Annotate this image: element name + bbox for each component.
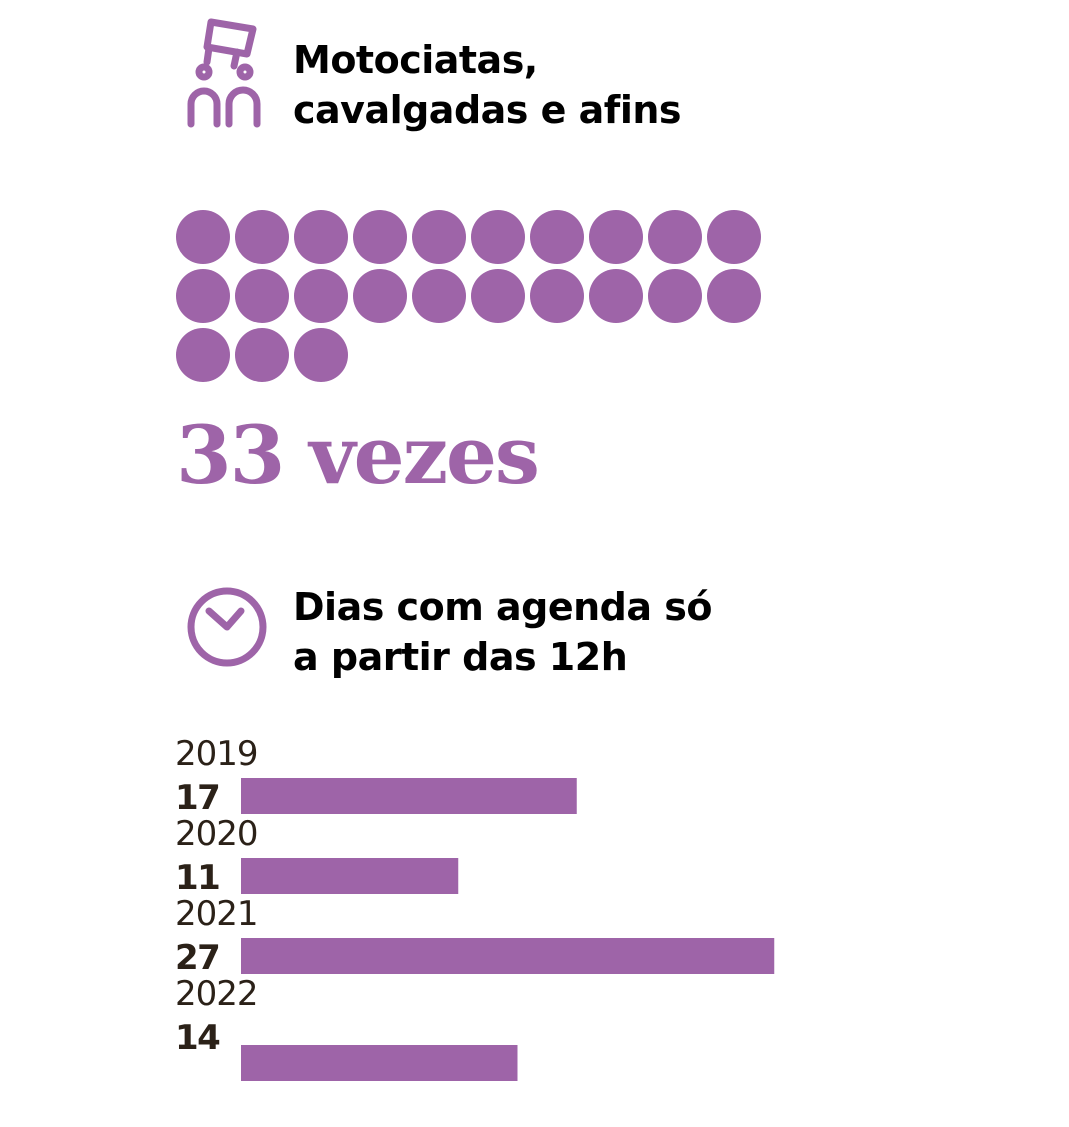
bar [241,778,577,814]
dot [294,328,348,382]
year-label: 2021 [175,894,258,934]
dot [412,210,466,264]
clock-icon [187,587,267,667]
motorcycle-rally-icon [187,18,261,128]
year-label: 2019 [175,734,258,774]
dot [471,269,525,323]
dot [707,210,761,264]
dot [589,269,643,323]
dot [235,328,289,382]
dot [471,210,525,264]
title-line-1: Motociatas, [293,38,538,82]
bar [241,858,459,894]
value-label: 17 [175,778,219,818]
dot [353,269,407,323]
title-line-2: a partir das 12h [293,635,628,679]
title-line-1: Dias com agenda só [293,585,712,629]
dot-grid [176,210,766,390]
dot [176,210,230,264]
dot [530,210,584,264]
dot [235,210,289,264]
dot [530,269,584,323]
dot [648,210,702,264]
year-label: 2022 [175,974,258,1014]
dot [707,269,761,323]
year-label: 2020 [175,814,258,854]
bar [241,938,775,974]
dot [589,210,643,264]
section-title-motociatas: Motociatas, cavalgadas e afins [293,35,682,135]
occurrence-count: 33 vezes [176,408,540,502]
dot [176,269,230,323]
dot [294,210,348,264]
dot [353,210,407,264]
value-label: 27 [175,938,219,978]
title-line-2: cavalgadas e afins [293,88,682,132]
dot [648,269,702,323]
section-title-dias: Dias com agenda só a partir das 12h [293,582,712,682]
dot [294,269,348,323]
value-label: 14 [175,1018,220,1058]
dot [235,269,289,323]
dot [412,269,466,323]
bar [241,1045,518,1081]
dot [176,328,230,382]
value-label: 11 [175,858,219,898]
